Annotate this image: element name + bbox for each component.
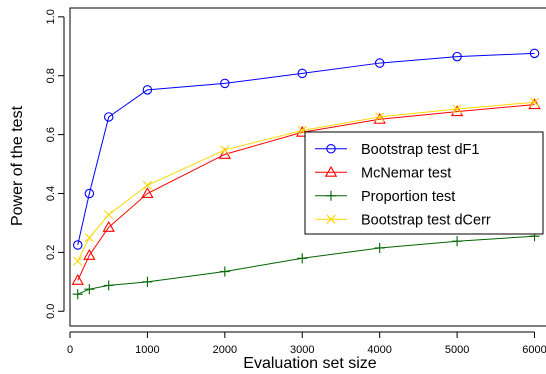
data-point (528, 98, 541, 110)
data-point (142, 85, 153, 95)
data-point (452, 236, 463, 247)
x-tick-label: 3000 (290, 344, 314, 356)
legend-label: Bootstrap test dF1 (361, 142, 479, 158)
legend-item: Proportion test (315, 189, 455, 205)
series-1 (72, 48, 540, 250)
series-4 (73, 97, 540, 266)
series-line (77, 52, 535, 246)
data-point (220, 145, 230, 155)
x-axis: 0 1000 2000 3000 4000 5000 6000 (67, 331, 546, 356)
legend-item: Bootstrap test dCerr (315, 212, 491, 228)
data-point (297, 253, 308, 264)
legend-label: McNemar test (361, 165, 451, 181)
data-point (219, 266, 230, 277)
data-point (529, 48, 540, 59)
y-tick-label: 0.8 (45, 68, 57, 83)
legend-label: Proportion test (361, 189, 455, 205)
data-point (218, 147, 232, 159)
x-tick-label: 2000 (213, 344, 237, 356)
data-point (142, 276, 153, 287)
legend-marker (326, 214, 336, 224)
data-point (104, 210, 114, 220)
y-axis-label: Power of the test (9, 105, 26, 226)
data-point (83, 248, 96, 260)
y-tick-label: 1.0 (45, 9, 57, 24)
legend-marker (326, 144, 336, 154)
data-point (529, 97, 540, 107)
data-point (103, 280, 114, 291)
data-point (84, 188, 95, 199)
x-tick-label: 0 (67, 344, 73, 356)
data-point (103, 112, 114, 122)
x-tick-label: 1000 (135, 344, 159, 356)
data-point (142, 180, 153, 190)
x-axis-label: Evaluation set size (243, 355, 377, 372)
data-point (373, 112, 386, 124)
series-line (77, 104, 535, 281)
plot-frame (69, 7, 546, 327)
data-point (102, 221, 115, 232)
legend-item: Bootstrap test dF1 (315, 142, 479, 158)
data-point (297, 68, 308, 79)
data-point (374, 242, 385, 254)
data-point (141, 187, 154, 198)
y-axis: 0.0 0.2 0.4 0.6 0.8 1.0 (45, 9, 65, 319)
x-tick-label: 6000 (522, 344, 546, 356)
x-tick-label: 4000 (367, 344, 391, 356)
legend-label: Bootstrap test dCerr (361, 212, 491, 228)
data-point (84, 284, 95, 295)
data-point (71, 274, 84, 285)
x-tick-label: 5000 (445, 344, 469, 356)
data-point (452, 51, 462, 62)
legend-marker (324, 165, 338, 177)
data-point (73, 256, 83, 266)
data-point (452, 104, 462, 114)
y-tick-label: 0.4 (45, 186, 57, 201)
data-point (72, 240, 83, 250)
series-layer (71, 48, 541, 300)
legend: Bootstrap test dF1 McNemar test Proportion… (304, 131, 544, 235)
y-tick-label: 0.2 (45, 245, 57, 260)
data-point (84, 233, 94, 243)
y-tick-label: 0.6 (45, 127, 57, 142)
series-line (77, 235, 535, 295)
data-point (375, 112, 385, 122)
series-3 (72, 231, 540, 300)
y-tick-label: 0.0 (45, 304, 57, 319)
data-point (374, 58, 385, 68)
legend-item: McNemar test (315, 165, 451, 181)
legend-box (304, 131, 544, 235)
legend-marker (325, 190, 337, 201)
data-point (220, 78, 230, 89)
data-point (72, 289, 83, 300)
